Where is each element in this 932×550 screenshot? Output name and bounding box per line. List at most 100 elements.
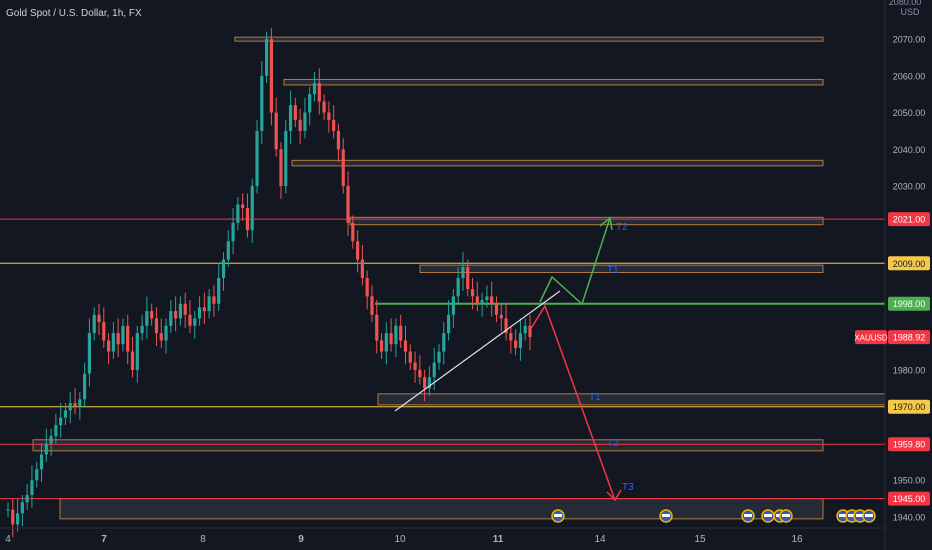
candle: [518, 333, 523, 348]
candle: [332, 119, 336, 131]
candle: [212, 296, 216, 304]
price-axis: [885, 0, 932, 550]
target-label-up: T2: [616, 222, 628, 233]
candle: [159, 333, 163, 341]
price-tick-label: 2040.00: [893, 145, 926, 155]
candle: [35, 469, 39, 481]
chart-title: Gold Spot / U.S. Dollar, 1h, FX: [6, 8, 142, 19]
candle: [178, 303, 183, 319]
event-flag-stripe: [662, 514, 670, 517]
candle: [308, 94, 312, 113]
candle: [336, 130, 341, 150]
event-flag-stripe: [782, 514, 790, 517]
price-tick-label: 1950.00: [893, 476, 926, 486]
candle: [6, 509, 10, 511]
time-tick-label: 15: [694, 534, 706, 545]
candle: [183, 303, 187, 315]
candle: [135, 333, 139, 370]
candle: [523, 325, 527, 334]
candle: [389, 333, 393, 345]
price-badge-label: 2021.00: [893, 215, 926, 225]
candle: [68, 403, 72, 411]
sr-zone: [349, 216, 824, 226]
sr-zone: [32, 439, 824, 452]
candle: [250, 186, 254, 231]
candle: [446, 314, 451, 334]
price-badge: [888, 296, 930, 311]
candle: [408, 351, 412, 363]
candle: [394, 325, 398, 345]
candle: [73, 403, 77, 407]
candle: [485, 296, 489, 301]
candle: [303, 112, 307, 131]
candle: [226, 241, 230, 260]
candle: [54, 425, 58, 437]
candle: [106, 340, 111, 352]
candle: [236, 204, 240, 223]
time-tick-label: 9: [298, 534, 304, 545]
candle: [63, 410, 68, 418]
candle: [207, 296, 211, 312]
candle: [140, 325, 144, 334]
candle: [461, 266, 465, 278]
candle: [49, 436, 53, 444]
price-badge: [888, 330, 930, 345]
candle: [193, 318, 197, 326]
candle: [221, 259, 226, 278]
candle: [322, 101, 326, 113]
candle: [451, 296, 455, 315]
symbol-badge: [855, 330, 887, 345]
sr-zone: [419, 264, 824, 273]
candle: [121, 325, 125, 345]
trendline: [394, 290, 561, 412]
candle: [432, 362, 436, 378]
price-axis-top-label: 2080.00: [889, 0, 922, 7]
candle: [126, 325, 130, 352]
candle: [11, 509, 15, 525]
price-badge: [888, 399, 930, 414]
candle: [365, 278, 369, 297]
sr-zone: [283, 78, 824, 86]
target-label-up: T1: [607, 265, 619, 276]
price-badge-label: 1959.80: [893, 440, 926, 450]
event-flag-stripe: [744, 514, 752, 517]
sr-zone: [234, 36, 824, 42]
price-badge-label: 2009.00: [893, 259, 926, 269]
price-badge: [888, 491, 930, 506]
candle: [197, 307, 202, 319]
candle: [92, 314, 96, 334]
candle: [341, 149, 345, 187]
candle: [279, 149, 283, 187]
candle: [514, 340, 518, 348]
candle: [475, 296, 479, 304]
candle: [360, 259, 364, 278]
candle: [241, 204, 245, 209]
candle: [494, 303, 499, 315]
candle: [87, 333, 92, 374]
candle: [20, 502, 24, 514]
time-tick-label: 11: [493, 534, 504, 545]
candle: [375, 314, 379, 341]
candle: [293, 105, 297, 120]
time-tick-label: 4: [5, 534, 11, 545]
candle: [78, 399, 82, 407]
candle: [260, 75, 264, 131]
candle: [379, 340, 384, 352]
candle: [217, 278, 221, 304]
candle: [188, 314, 192, 326]
candle: [413, 362, 417, 370]
candle: [202, 307, 206, 312]
candle: [499, 314, 503, 319]
candle: [25, 494, 29, 503]
candle: [399, 325, 403, 341]
candle: [327, 112, 331, 120]
candle: [269, 39, 273, 113]
event-flag-stripe: [865, 514, 873, 517]
candle: [427, 377, 432, 389]
candle: [59, 417, 63, 426]
sr-zone: [377, 393, 889, 406]
time-tick-label: 7: [101, 534, 107, 545]
